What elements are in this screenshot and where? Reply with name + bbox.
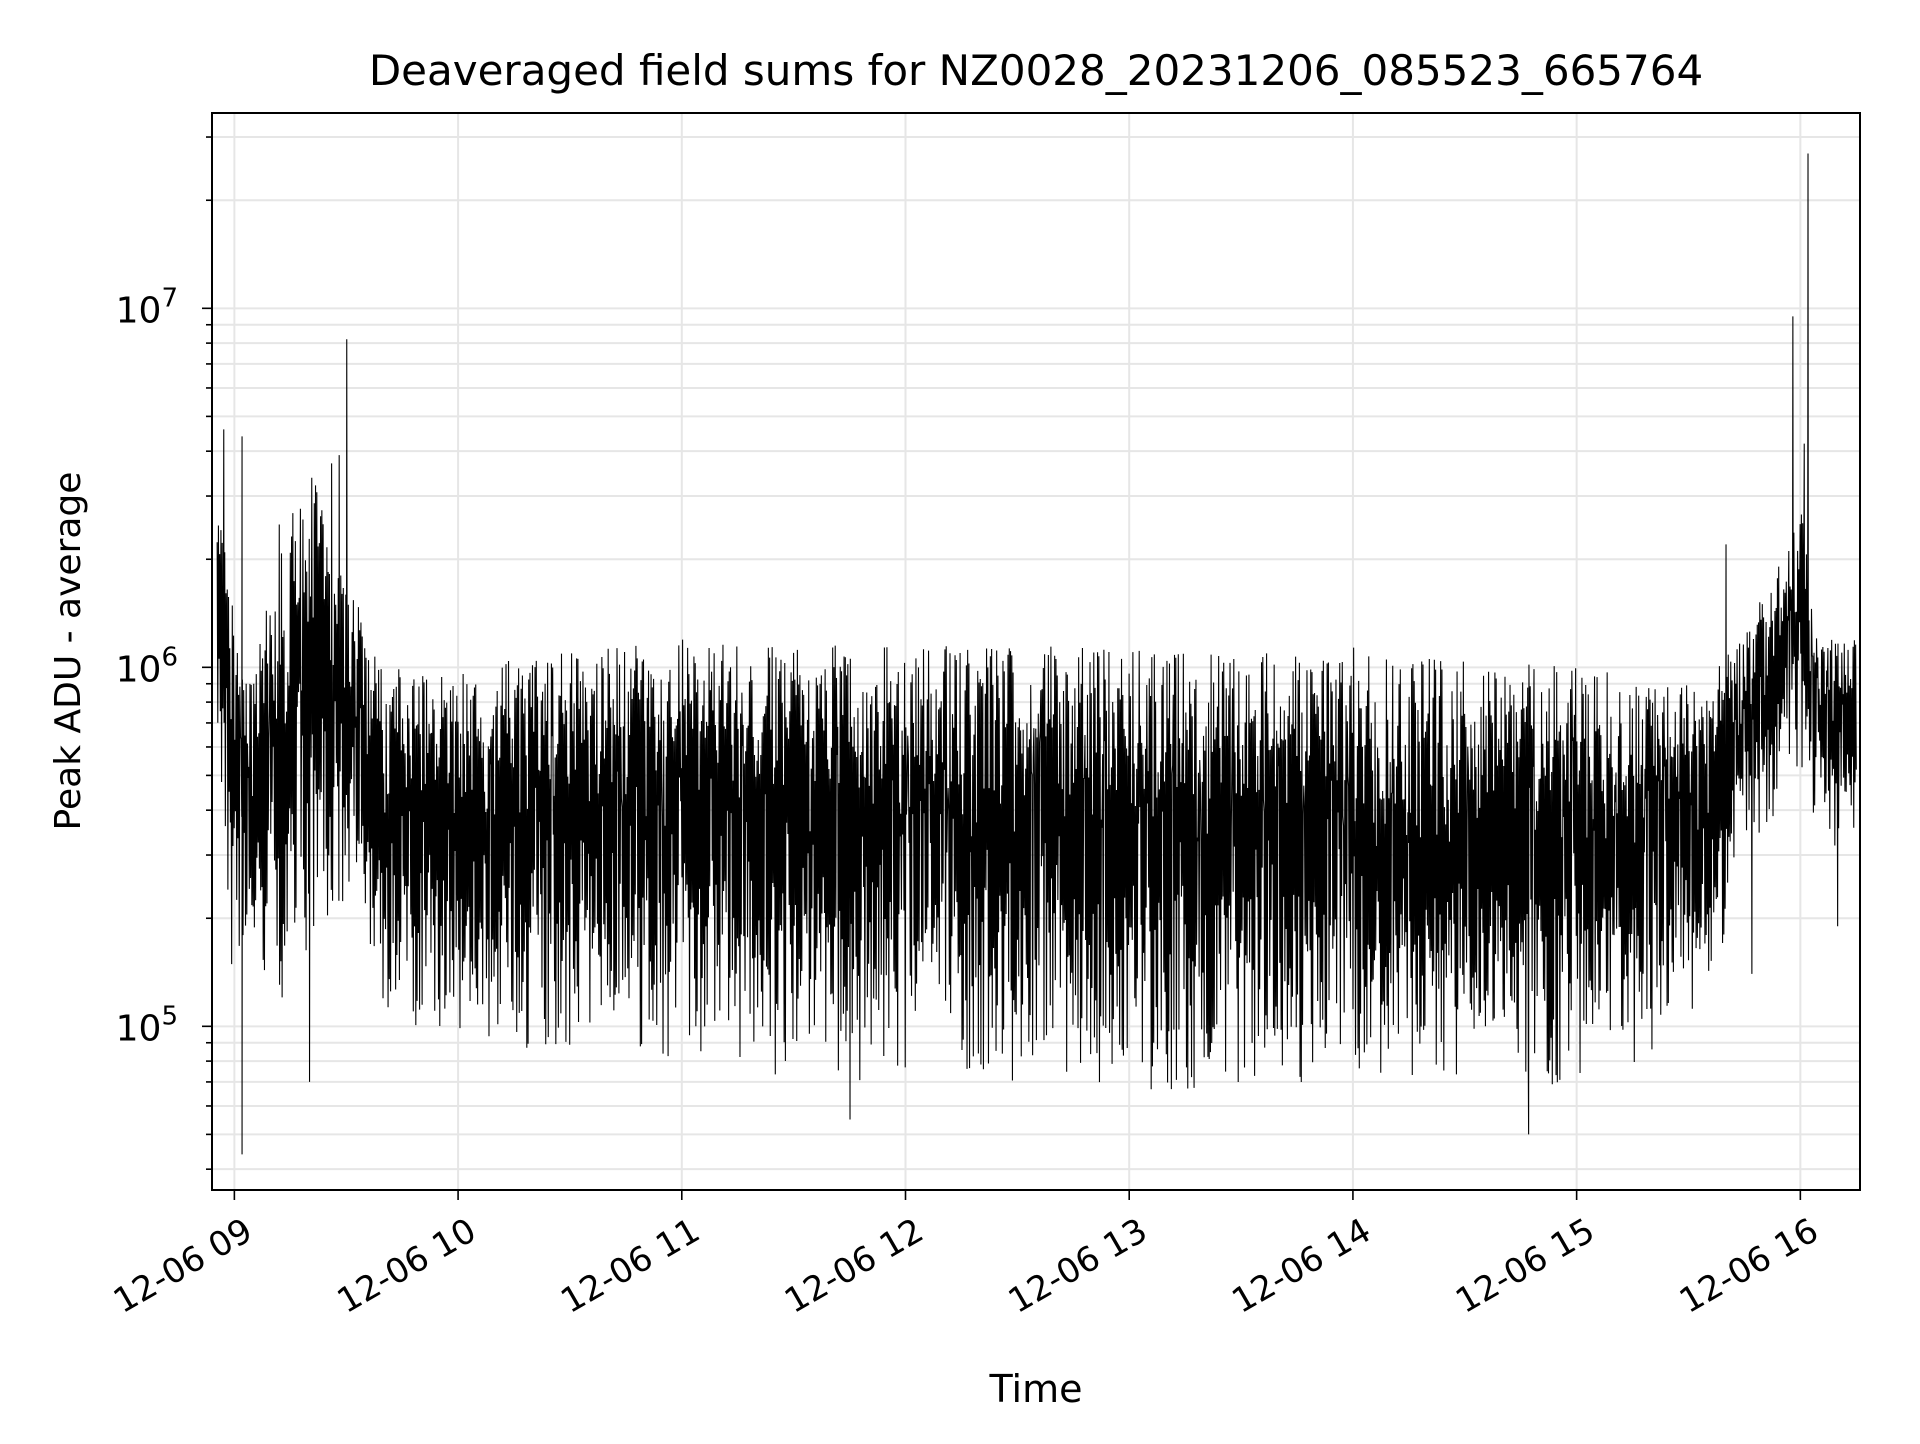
y-tick-label: 105	[116, 1001, 178, 1049]
y-tick-label: 107	[116, 283, 178, 331]
plot-frame	[211, 112, 1861, 1191]
chart-title: Deaveraged field sums for NZ0028_2023120…	[369, 46, 1703, 95]
data-layer	[216, 153, 1857, 1155]
x-axis-label: Time	[989, 1367, 1083, 1411]
series-line	[216, 153, 1857, 1155]
y-tick-label: 106	[116, 642, 178, 690]
y-axis-label: Peak ADU - average	[48, 472, 89, 831]
